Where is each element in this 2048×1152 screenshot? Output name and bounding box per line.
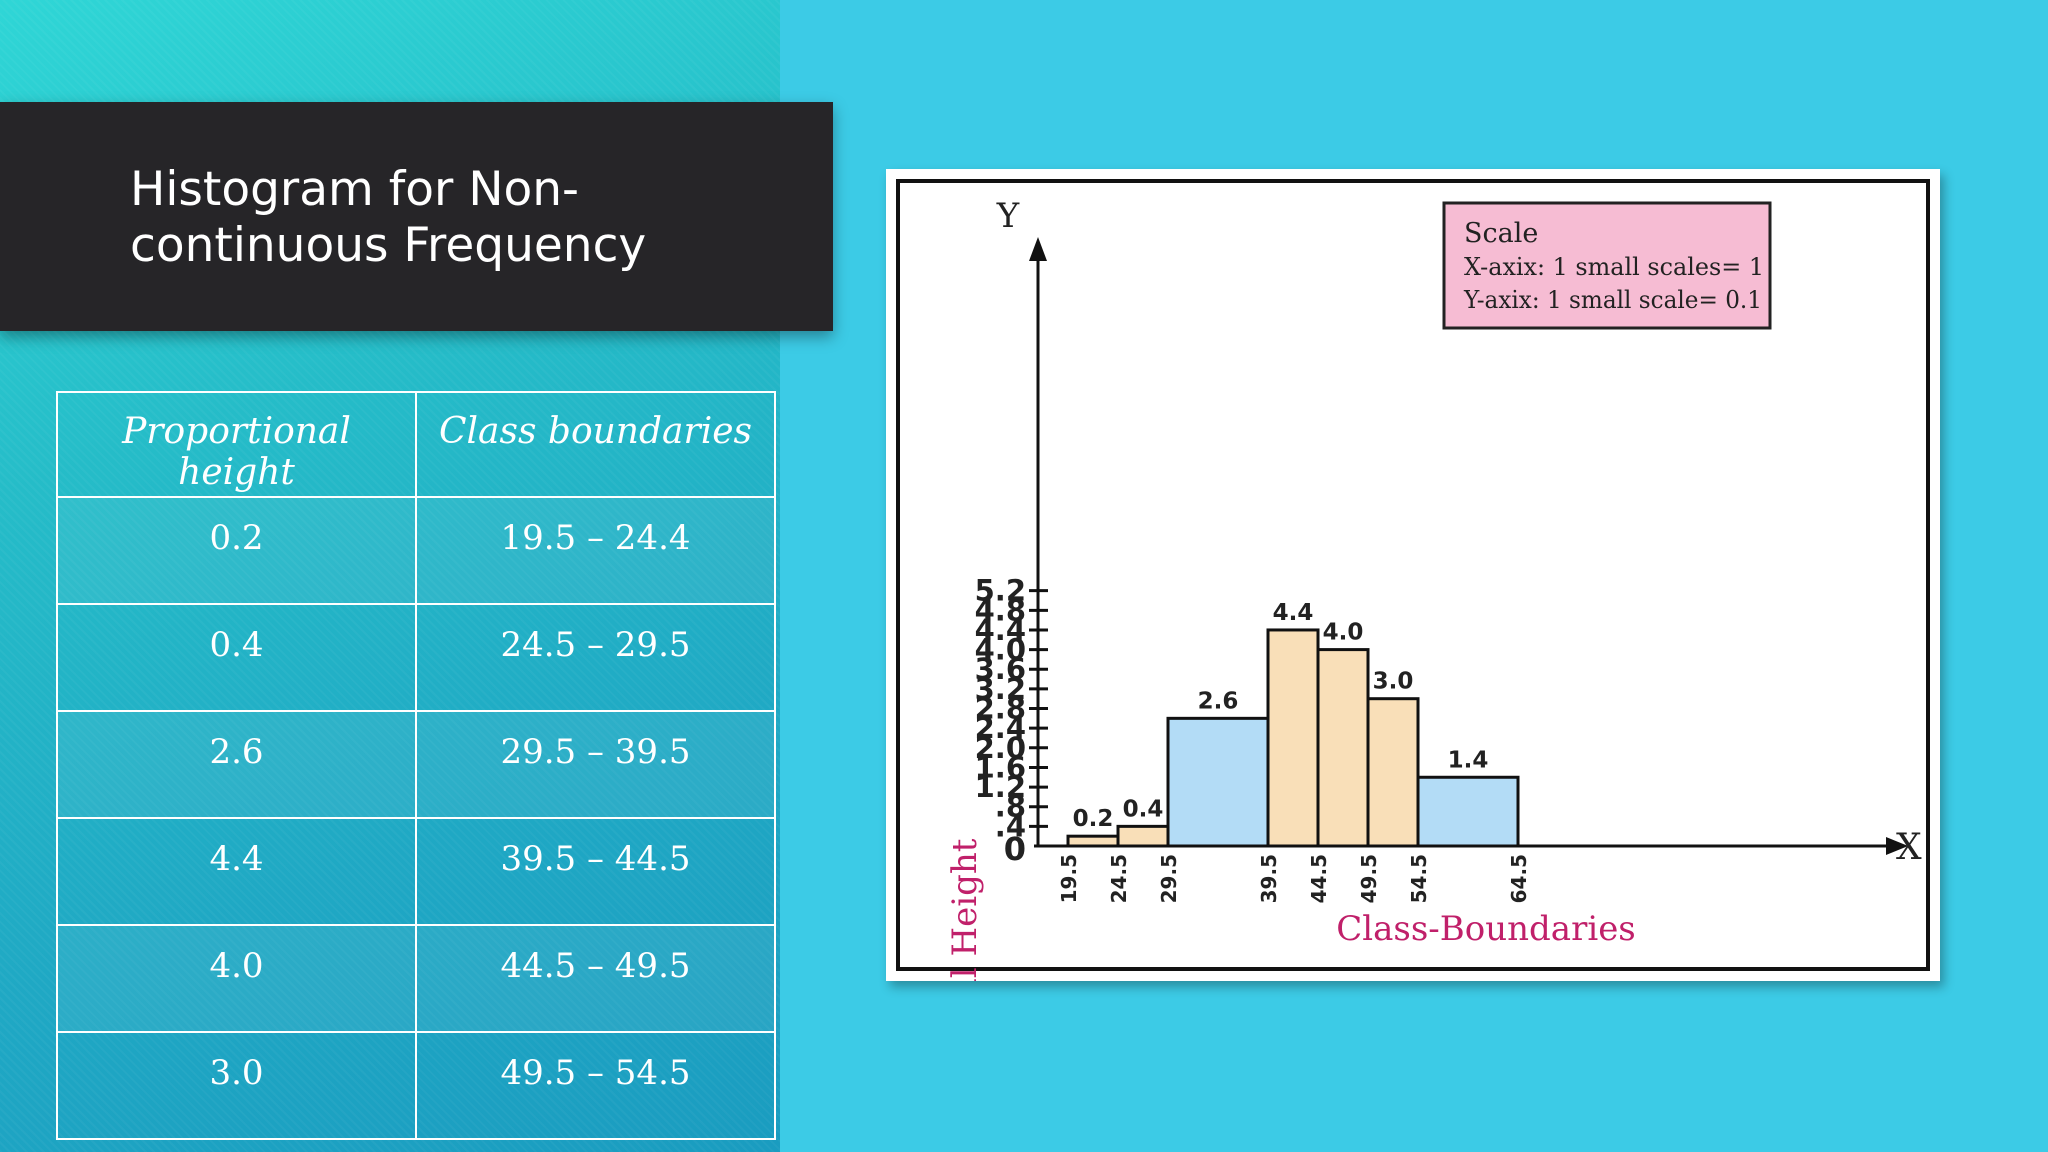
table-cell-height: 0.4 — [56, 603, 417, 712]
bar-value-label: 0.4 — [1123, 796, 1164, 822]
table-cell-boundaries: 49.5 – 54.5 — [415, 1031, 776, 1140]
scale-legend-y-line: Y-axix: 1 small scale= 0.1 — [1463, 286, 1762, 314]
y-tick-label: 1.2 — [975, 770, 1026, 804]
histogram-bar — [1366, 697, 1420, 848]
x-axis-arrow — [1886, 837, 1908, 855]
table-cell-boundaries: 39.5 – 44.5 — [415, 817, 776, 926]
bar-value-label: 3.0 — [1373, 669, 1414, 695]
y-tick-label: 1.6 — [975, 750, 1026, 784]
x-tick-label: 54.5 — [1407, 854, 1431, 903]
x-tick-label: 19.5 — [1057, 854, 1081, 903]
histogram-svg: 0.2 0.42.64.44.03.01.40.4.81.21.62.02.42.… — [896, 179, 1930, 981]
bar-value-label: 1.4 — [1448, 747, 1489, 773]
table-header-class-boundaries: Class boundaries — [415, 391, 776, 498]
y-tick-label: 4.4 — [975, 613, 1026, 647]
table-cell-height: 0.2 — [56, 496, 417, 605]
bar-value-label: 4.0 — [1323, 620, 1364, 646]
scale-legend-title: Scale — [1464, 218, 1538, 249]
table-cell-height: 2.6 — [56, 710, 417, 819]
y-tick-label: .4 — [995, 809, 1026, 843]
bar-value-label: 2.6 — [1198, 688, 1239, 714]
title-bar: Histogram for Non-continuous Frequency — [0, 102, 833, 331]
x-tick-label: 39.5 — [1257, 854, 1281, 903]
table-row: 0.4 24.5 – 29.5 — [56, 603, 776, 712]
x-tick-label: 29.5 — [1157, 854, 1181, 903]
table-header-proportional-height: Proportional height — [56, 391, 417, 498]
y-tick-label: 2.0 — [975, 731, 1026, 765]
y-tick-label: .8 — [995, 790, 1026, 824]
table-cell-boundaries: 24.5 – 29.5 — [415, 603, 776, 712]
table-cell-height: 3.0 — [56, 1031, 417, 1140]
histogram-bar — [1116, 824, 1170, 848]
y-tick-label: 2.4 — [975, 711, 1026, 745]
y-tick-label: 3.6 — [975, 652, 1026, 686]
chart-border — [896, 179, 1930, 971]
x-tick-label: 44.5 — [1307, 854, 1331, 903]
histogram-bar — [1416, 775, 1520, 848]
scale-legend-box — [1442, 201, 1772, 330]
table-row: 4.0 44.5 – 49.5 — [56, 924, 776, 1033]
table-header-row: Proportional height Class boundaries — [56, 391, 776, 498]
data-table: Proportional height Class boundaries 0.2… — [56, 391, 776, 1140]
x-axis-title: Class-Boundaries — [1336, 909, 1636, 949]
table-row: 0.2 19.5 – 24.4 — [56, 496, 776, 605]
scale-legend-x-line: X-axix: 1 small scales= 1 — [1464, 253, 1764, 281]
x-tick-label: 49.5 — [1357, 854, 1381, 903]
table-cell-boundaries: 19.5 – 24.4 — [415, 496, 776, 605]
y-axis-title: Proportional Height — [945, 838, 985, 981]
histogram-bar — [1266, 628, 1320, 848]
y-axis-letter: Y — [996, 196, 1020, 236]
y-axis-arrow — [1029, 237, 1047, 261]
y-tick-label: 4.8 — [975, 593, 1026, 627]
bar-value-label: 4.4 — [1273, 600, 1314, 626]
table-row: 3.0 49.5 – 54.5 — [56, 1031, 776, 1140]
y-tick-label: 3.2 — [975, 672, 1026, 706]
y-tick-label: 2.8 — [975, 692, 1026, 726]
histogram-bar — [1316, 648, 1370, 848]
y-tick-label: 5.2 — [975, 574, 1026, 608]
table-cell-boundaries: 29.5 – 39.5 — [415, 710, 776, 819]
scale-legend: Scale X-axix: 1 small scales= 1 Y-axix: … — [1442, 201, 1772, 330]
table-row: 4.4 39.5 – 44.5 — [56, 817, 776, 926]
table-cell-height: 4.4 — [56, 817, 417, 926]
x-axis-letter: X — [1896, 827, 1922, 868]
table-cell-height: 4.0 — [56, 924, 417, 1033]
x-tick-label: 24.5 — [1107, 854, 1131, 903]
y-tick-label: 0 — [1004, 830, 1026, 868]
histogram-chart: 0.2 0.4 2.6 4.4 4.0 3.0 1.4 0.4.8 1.2 1.6 2.0 2.4 2.… — [886, 169, 1940, 981]
x-tick-label: 64.5 — [1507, 854, 1531, 903]
slide-title: Histogram for Non-continuous Frequency — [130, 162, 647, 273]
table-cell-boundaries: 44.5 – 49.5 — [415, 924, 776, 1033]
table-row: 2.6 29.5 – 39.5 — [56, 710, 776, 819]
histogram-bar — [1166, 716, 1270, 848]
y-tick-label: 4.0 — [975, 633, 1026, 667]
bar-value-label: 0.2 — [1073, 806, 1114, 832]
